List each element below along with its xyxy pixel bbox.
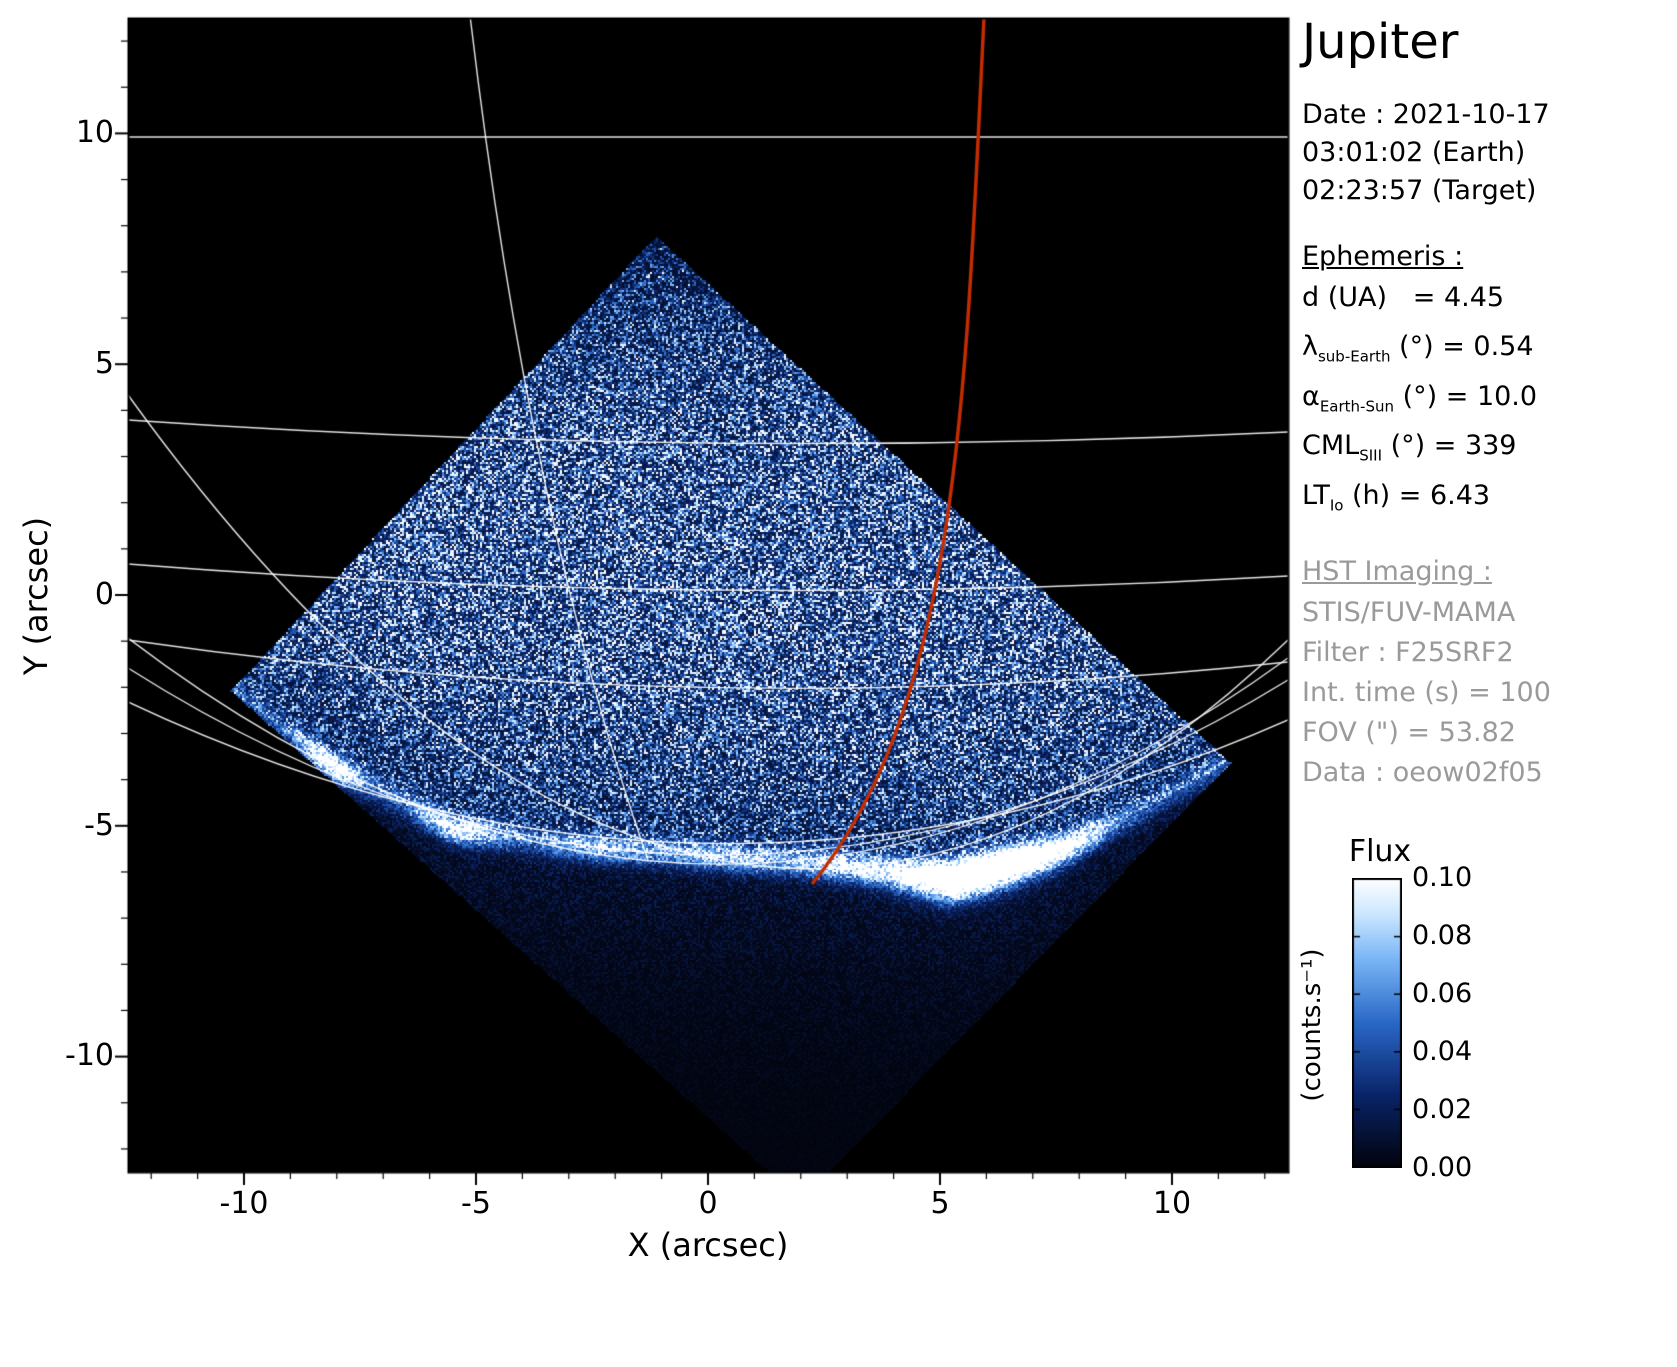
hst-list: STIS/FUV-MAMA Filter : F25SRF2 Int. time… <box>1302 593 1674 793</box>
ephemeris-subscript: SIII <box>1359 447 1382 465</box>
ephemeris-value: (h) = 6.43 <box>1343 480 1490 511</box>
ephemeris-value: (°) = 0.54 <box>1390 331 1533 362</box>
ephemeris-row: λsub-Earth (°) = 0.54 <box>1302 327 1674 376</box>
ephemeris-symbol: λ <box>1302 331 1318 362</box>
ephemeris-value: = 4.45 <box>1387 282 1504 313</box>
hst-line: Data : oeow02f05 <box>1302 753 1674 793</box>
x-tick-label: 10 <box>1112 1186 1232 1221</box>
colorbar-tick-label: 0.08 <box>1412 921 1512 951</box>
colorbar-tick-label: 0.02 <box>1412 1095 1512 1125</box>
ephemeris-symbol: d (UA) <box>1302 282 1387 313</box>
y-tick-label: -10 <box>34 1040 114 1072</box>
ephemeris-subscript: Earth-Sun <box>1320 397 1394 415</box>
ephemeris-symbol: CML <box>1302 430 1359 461</box>
date-line: Date : 2021-10-17 <box>1302 96 1674 134</box>
x-tick-label: -10 <box>184 1186 304 1221</box>
plot-title: Jupiter <box>1302 14 1674 70</box>
ephemeris-row: αEarth-Sun (°) = 10.0 <box>1302 377 1674 426</box>
ephemeris-subscript: sub-Earth <box>1318 348 1390 366</box>
x-tick-label: 5 <box>880 1186 1000 1221</box>
x-tick-label: -5 <box>416 1186 536 1221</box>
colorbar-tick-label: 0.04 <box>1412 1037 1512 1067</box>
x-tick-label: 0 <box>648 1186 768 1221</box>
hst-line: STIS/FUV-MAMA <box>1302 593 1674 633</box>
date-block: Date : 2021-10-17 03:01:02 (Earth) 02:23… <box>1302 96 1674 210</box>
ephemeris-list: d (UA) = 4.45 λsub-Earth (°) = 0.54 αEar… <box>1302 278 1674 525</box>
image-plot-canvas <box>128 18 1288 1172</box>
colorbar-tick-label: 0.06 <box>1412 979 1512 1009</box>
ephemeris-subscript: Io <box>1330 496 1344 514</box>
y-tick-label: 10 <box>34 117 114 149</box>
colorbar <box>1352 878 1402 1168</box>
ephemeris-row: CMLSIII (°) = 339 <box>1302 426 1674 475</box>
date-line: 02:23:57 (Target) <box>1302 172 1674 210</box>
hst-line: Int. time (s) = 100 <box>1302 673 1674 713</box>
ephemeris-value: (°) = 10.0 <box>1394 381 1537 412</box>
y-tick-label: 5 <box>34 348 114 380</box>
ephemeris-value: (°) = 339 <box>1382 430 1516 461</box>
colorbar-tick-label: 0.10 <box>1412 863 1512 893</box>
hst-line: Filter : F25SRF2 <box>1302 633 1674 673</box>
ephemeris-row: d (UA) = 4.45 <box>1302 278 1674 327</box>
ephemeris-symbol: α <box>1302 381 1320 412</box>
colorbar-tick-label: 0.00 <box>1412 1153 1512 1183</box>
ephemeris-row: LTIo (h) = 6.43 <box>1302 476 1674 525</box>
hst-line: FOV (") = 53.82 <box>1302 713 1674 753</box>
y-tick-label: -5 <box>34 810 114 842</box>
x-axis-label: X (arcsec) <box>558 1226 858 1264</box>
ephemeris-header: Ephemeris : <box>1302 238 1674 276</box>
colorbar-unit-label: (counts.s⁻¹) <box>1297 875 1327 1175</box>
figure-root: Y (arcsec) X (arcsec) -10 -5 0 5 10 10 5… <box>0 0 1677 1367</box>
date-line: 03:01:02 (Earth) <box>1302 134 1674 172</box>
y-tick-label: 0 <box>34 579 114 611</box>
ephemeris-symbol: LT <box>1302 480 1330 511</box>
hst-header: HST Imaging : <box>1302 553 1674 591</box>
info-panel: Jupiter Date : 2021-10-17 03:01:02 (Eart… <box>1302 8 1674 793</box>
